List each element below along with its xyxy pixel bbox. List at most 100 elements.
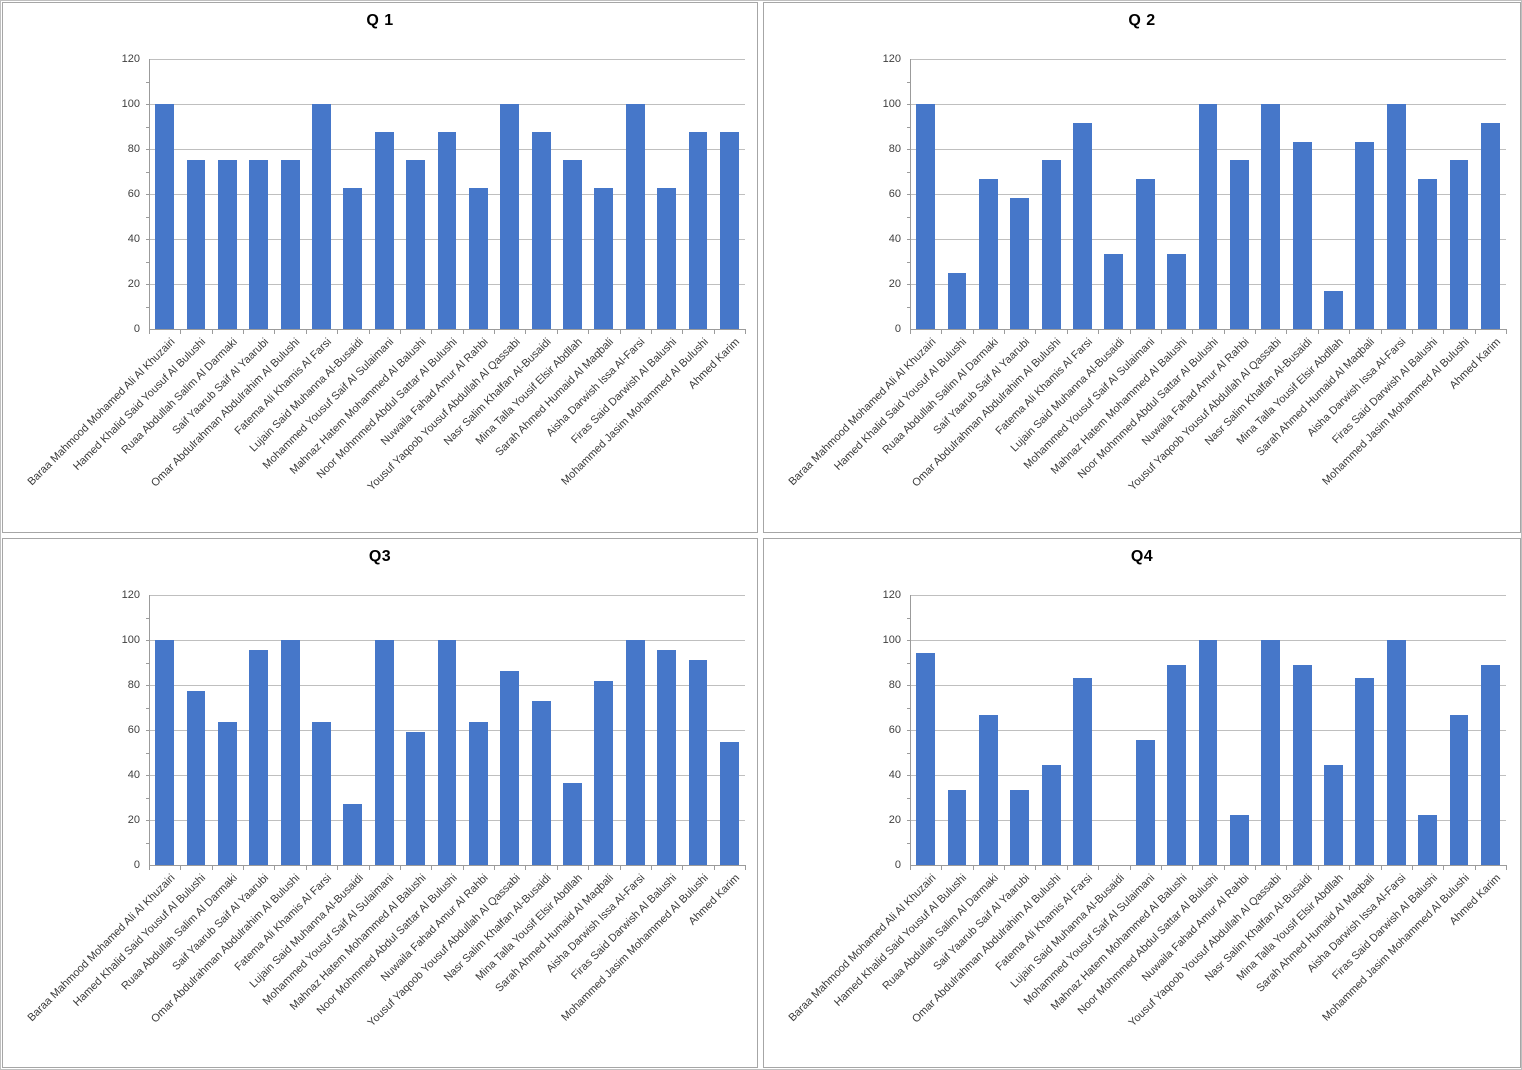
- y-axis-label-text: 20: [127, 278, 140, 290]
- y-minor-tick: [907, 752, 910, 754]
- bar-q2-8: [1135, 178, 1155, 329]
- x-axis-tick: [1035, 330, 1037, 334]
- x-axis-tick: [399, 330, 401, 334]
- y-minor-tick: [146, 261, 149, 263]
- bar-q1-4: [249, 160, 269, 329]
- x-axis-tick: [274, 866, 276, 870]
- y-axis-label-text: 20: [888, 814, 901, 826]
- bar-q1-9: [406, 160, 426, 329]
- y-minor-tick: [146, 775, 149, 776]
- bar-q4-3: [979, 714, 998, 865]
- bar-q2-19: [1480, 122, 1500, 329]
- x-axis-tick: [1255, 866, 1257, 870]
- bar-q3-14: [563, 783, 582, 865]
- y-axis-label-text: 80: [127, 679, 140, 691]
- x-axis-tick: [682, 330, 684, 334]
- bar-q4-17: [1418, 815, 1437, 865]
- y-axis-label-text: 40: [127, 233, 140, 245]
- y-axis-label-text: 120: [882, 53, 901, 65]
- y-axis-label-text: 60: [127, 724, 140, 736]
- x-axis-tick: [1286, 866, 1288, 870]
- bar-q1-18: [688, 132, 708, 329]
- y-minor-tick: [907, 617, 910, 619]
- x-axis-tick: [1066, 330, 1068, 334]
- y-minor-tick: [907, 820, 910, 821]
- y-minor-tick: [146, 820, 149, 821]
- bar-q2-13: [1292, 141, 1312, 329]
- bar-q4-12: [1261, 640, 1281, 865]
- y-minor-tick: [907, 707, 910, 709]
- y-minor-tick: [146, 284, 149, 285]
- y-minor-tick: [146, 685, 149, 686]
- y-axis-label-text: 100: [121, 98, 140, 110]
- bar-q2-4: [1010, 197, 1030, 329]
- x-axis-tick: [243, 866, 245, 870]
- y-axis-label-text: 120: [121, 53, 140, 65]
- x-axis-tick: [1192, 330, 1194, 334]
- y-minor-tick: [907, 662, 910, 664]
- chart-title-q4: Q4: [1130, 548, 1154, 565]
- x-axis-tick: [1286, 330, 1288, 334]
- bar-q4-4: [1010, 790, 1030, 865]
- x-axis-tick: [910, 866, 911, 870]
- x-axis-tick: [1474, 330, 1476, 334]
- y-minor-tick: [907, 797, 910, 799]
- y-axis-label-text: 20: [127, 814, 140, 826]
- y-minor-tick: [907, 284, 910, 285]
- y-minor-tick: [146, 216, 149, 218]
- y-minor-tick: [907, 306, 910, 308]
- x-axis-tick: [180, 330, 182, 334]
- x-axis-tick: [910, 330, 911, 334]
- x-axis-tick: [745, 866, 746, 870]
- chart-title-q3: Q3: [368, 548, 392, 565]
- x-axis-tick: [305, 866, 307, 870]
- bar-q3-5: [280, 640, 300, 865]
- y-minor-tick: [907, 730, 910, 731]
- bar-q2-18: [1449, 160, 1469, 329]
- x-axis-tick: [619, 866, 621, 870]
- bar-q1-16: [625, 104, 645, 329]
- y-minor-tick: [146, 194, 149, 195]
- y-minor-tick: [146, 730, 149, 731]
- x-axis-tick: [431, 330, 433, 334]
- x-axis-category-label-text: Mohammed Jasim Mohammed Al Bulushi: [1319, 872, 1472, 1024]
- y-axis-label-text: 0: [133, 859, 140, 871]
- y-minor-tick: [907, 842, 910, 844]
- bar-q4-6: [1073, 677, 1092, 865]
- x-axis-tick: [1443, 866, 1445, 870]
- bar-q3-2: [186, 691, 206, 865]
- x-axis-tick: [211, 866, 213, 870]
- y-axis-label-text: 120: [121, 589, 140, 601]
- x-axis-tick: [462, 330, 464, 334]
- bar-q1-15: [594, 188, 614, 329]
- bar-q4-13: [1292, 664, 1312, 865]
- bar-q3-13: [531, 701, 551, 865]
- y-minor-tick: [907, 149, 910, 150]
- bar-q3-17: [657, 650, 676, 865]
- x-axis-tick: [1223, 330, 1225, 334]
- bar-q4-1: [916, 652, 936, 865]
- bar-q4-9: [1167, 664, 1187, 865]
- chart-title-q2: Q 2: [1128, 12, 1156, 29]
- y-axis-label-text: 80: [888, 679, 901, 691]
- bar-q1-12: [500, 104, 520, 329]
- bar-q1-13: [531, 132, 551, 329]
- x-axis-tick: [650, 866, 652, 870]
- bar-q4-11: [1229, 815, 1249, 865]
- x-axis-tick: [1349, 866, 1351, 870]
- x-axis-tick: [941, 866, 943, 870]
- x-axis-tick: [972, 866, 974, 870]
- y-minor-tick: [146, 842, 149, 844]
- x-axis-tick: [180, 866, 182, 870]
- bar-q4-10: [1198, 640, 1218, 865]
- x-axis-tick: [650, 330, 652, 334]
- y-minor-tick: [146, 306, 149, 308]
- bar-q1-11: [468, 188, 488, 329]
- chart-panel-q3: Q3 0 20 40 60 80 100 120 Baraa Mahmood Mohamed …: [2, 538, 758, 1068]
- x-axis-tick: [1223, 866, 1225, 870]
- x-axis-tick: [1443, 330, 1445, 334]
- x-axis-tick: [1411, 866, 1413, 870]
- bar-q1-1: [155, 104, 175, 329]
- x-axis-line: [910, 329, 1507, 330]
